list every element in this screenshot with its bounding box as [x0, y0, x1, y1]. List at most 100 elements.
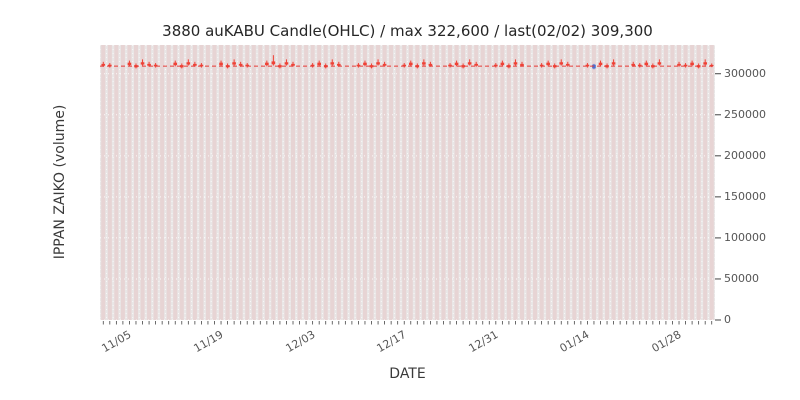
day-stripe	[166, 45, 171, 320]
day-stripe	[644, 45, 649, 320]
y-tick-label: 150000	[724, 189, 766, 203]
day-stripe	[565, 45, 570, 320]
day-stripe	[703, 45, 708, 320]
candle-body	[683, 64, 688, 67]
candle-body	[651, 65, 655, 68]
day-stripe	[461, 45, 466, 320]
day-stripe	[284, 45, 289, 320]
day-stripe	[356, 45, 361, 320]
day-stripe	[526, 45, 531, 320]
day-stripe	[291, 45, 296, 320]
day-stripe	[467, 45, 472, 320]
day-stripe	[258, 45, 263, 320]
candle-body	[657, 62, 662, 65]
y-tick-label: 50000	[724, 271, 759, 285]
day-stripe	[133, 45, 138, 320]
day-stripe	[277, 45, 282, 320]
day-stripe	[709, 45, 714, 320]
candle-body	[108, 64, 112, 67]
candle-body	[199, 64, 204, 67]
candle-body	[376, 62, 380, 65]
day-stripe	[212, 45, 217, 320]
candle-body	[559, 62, 564, 65]
day-stripe	[140, 45, 145, 320]
candle-body	[153, 64, 158, 67]
day-stripe	[618, 45, 623, 320]
candle-body	[363, 62, 367, 66]
x-axis-label: DATE	[389, 366, 426, 382]
candle-body	[677, 63, 681, 66]
day-stripe	[696, 45, 701, 320]
y-tick-label: 100000	[724, 230, 766, 244]
day-stripe	[120, 45, 125, 320]
y-tick-label: 200000	[724, 148, 766, 162]
plot-area	[99, 45, 721, 325]
candle-body	[408, 62, 413, 66]
candle-body	[598, 62, 603, 66]
day-stripe	[415, 45, 420, 320]
day-stripe	[376, 45, 381, 320]
candle-body	[539, 64, 544, 67]
day-stripe	[434, 45, 439, 320]
day-stripe	[663, 45, 668, 320]
day-stripe	[192, 45, 197, 320]
day-stripe	[382, 45, 387, 320]
day-stripe	[153, 45, 158, 320]
y-axis-label: IPPAN ZAIKO (volume)	[52, 104, 68, 260]
day-stripe	[101, 45, 106, 320]
day-stripe	[421, 45, 426, 320]
day-stripe	[670, 45, 675, 320]
day-stripe	[160, 45, 165, 320]
day-stripe	[441, 45, 446, 320]
day-stripe	[454, 45, 459, 320]
candle-body	[520, 63, 524, 66]
candle-body	[631, 63, 636, 66]
day-stripe	[219, 45, 224, 320]
candle-body	[546, 62, 550, 66]
day-stripe	[585, 45, 590, 320]
day-stripe	[369, 45, 374, 320]
day-stripe	[173, 45, 178, 320]
day-stripe	[591, 45, 596, 320]
y-tick-label: 300000	[724, 66, 766, 80]
candlestick-plot	[99, 45, 721, 325]
day-stripe	[330, 45, 335, 320]
day-stripe	[107, 45, 112, 320]
candle-body	[513, 62, 518, 65]
candle-body	[245, 64, 250, 67]
candle-body	[284, 62, 289, 65]
day-stripe	[264, 45, 269, 320]
candle-body	[428, 63, 433, 66]
candle-body	[500, 62, 505, 66]
day-stripe	[657, 45, 662, 320]
candle-body	[690, 62, 694, 66]
candle-body	[219, 62, 223, 66]
day-stripe	[127, 45, 132, 320]
candle-body	[127, 62, 132, 66]
day-stripe	[389, 45, 394, 320]
day-stripe	[205, 45, 210, 320]
y-tick-label: 0	[724, 313, 731, 326]
day-stripe	[480, 45, 485, 320]
candle-body	[330, 62, 335, 65]
day-stripe	[343, 45, 348, 320]
day-stripe	[225, 45, 230, 320]
day-stripe	[539, 45, 544, 320]
candle-body	[265, 62, 269, 66]
candle-body	[448, 64, 452, 67]
candle-body	[317, 62, 321, 66]
candle-body	[611, 62, 616, 65]
y-tick-label: 250000	[724, 107, 766, 121]
candle-body	[173, 62, 178, 66]
day-stripe	[232, 45, 237, 320]
candle-body	[552, 65, 557, 68]
candle-body	[565, 63, 570, 66]
day-stripe	[238, 45, 243, 320]
candle-body	[101, 63, 106, 66]
day-stripe	[487, 45, 492, 320]
candle-body	[382, 63, 387, 66]
day-stripe	[519, 45, 524, 320]
day-stripe	[493, 45, 498, 320]
candle-body	[402, 64, 407, 67]
